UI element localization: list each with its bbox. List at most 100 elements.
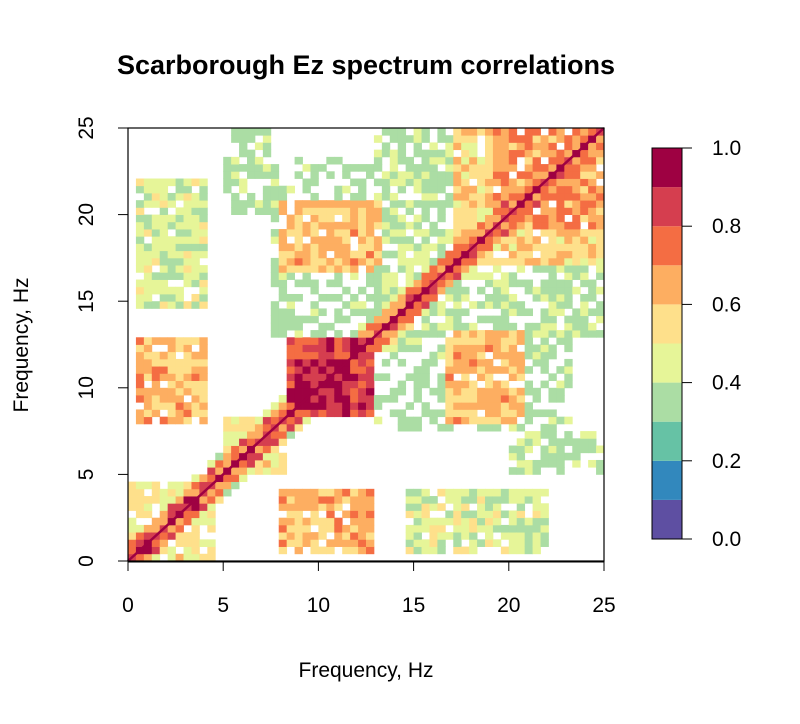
heatmap-cell [477, 128, 486, 136]
heatmap-cell [262, 149, 272, 158]
heatmap-cell [413, 532, 422, 540]
heatmap-cell [453, 192, 462, 201]
heatmap-cell [151, 286, 161, 295]
heatmap-cell [239, 423, 248, 432]
heatmap-cell [302, 250, 311, 259]
heatmap-cell [492, 171, 502, 179]
heatmap-cell [167, 416, 176, 425]
heatmap-cell [326, 395, 335, 403]
heatmap-cell [294, 496, 303, 504]
heatmap-cell [342, 496, 351, 504]
heatmap-cell [366, 293, 375, 302]
heatmap-cell [437, 156, 446, 165]
heatmap-cell [437, 423, 446, 432]
heatmap-cell [596, 265, 605, 273]
heatmap-cell [461, 517, 470, 526]
heatmap-cell [151, 373, 161, 381]
heatmap-cell [429, 532, 438, 540]
heatmap-cell [191, 488, 200, 497]
heatmap-cell [358, 366, 367, 374]
heatmap-cell [191, 192, 200, 201]
heatmap-cell [373, 265, 383, 273]
heatmap-cell [310, 250, 319, 259]
heatmap-cell [366, 395, 375, 403]
heatmap-cell [135, 293, 145, 302]
heatmap-cell [389, 135, 399, 143]
heatmap-cell [485, 315, 494, 324]
heatmap-cell [429, 351, 438, 360]
heatmap-cell [421, 301, 430, 309]
heatmap-cell [453, 337, 462, 345]
heatmap-cell [596, 272, 605, 280]
heatmap-cell [596, 192, 605, 201]
heatmap-cell [508, 373, 518, 381]
heatmap-cell [175, 380, 184, 389]
heatmap-cell [572, 272, 581, 280]
heatmap-cell [508, 257, 518, 266]
heatmap-cell [556, 387, 565, 396]
heatmap-cell [143, 366, 153, 374]
heatmap-cell [556, 337, 565, 345]
heatmap-cell [191, 229, 200, 237]
heatmap-cell [500, 164, 510, 172]
heatmap-cell [461, 192, 470, 201]
heatmap-cell [564, 236, 573, 244]
heatmap-cell [548, 135, 557, 143]
heatmap-cell [556, 221, 565, 230]
heatmap-cell [429, 229, 438, 237]
heatmap-cell [389, 409, 399, 418]
heatmap-cell [500, 142, 510, 151]
heatmap-cell [492, 402, 502, 410]
heatmap-cell [135, 416, 145, 425]
heatmap-cell [302, 539, 311, 547]
heatmap-cell [199, 265, 208, 273]
heatmap-cell [405, 171, 414, 179]
heatmap-cell [437, 380, 446, 389]
heatmap-cell [564, 293, 573, 302]
heatmap-cell [135, 380, 145, 389]
heatmap-cell [326, 293, 335, 302]
heatmap-cell [469, 496, 478, 504]
heatmap-cell [358, 207, 367, 215]
heatmap-cell [350, 308, 359, 317]
heatmap-cell [413, 380, 422, 389]
heatmap-cell [135, 503, 145, 511]
heatmap-cell [477, 503, 486, 511]
heatmap-cell [143, 214, 153, 223]
heatmap-cell [500, 200, 510, 208]
heatmap-cell [159, 279, 169, 288]
heatmap-cell [437, 135, 446, 143]
heatmap-cell [588, 192, 597, 201]
heatmap-cell [492, 214, 502, 223]
heatmap-cell [167, 221, 176, 230]
heatmap-cell [167, 553, 176, 562]
heatmap-cell [580, 250, 589, 259]
heatmap-cell [199, 373, 208, 381]
heatmap-cell [294, 250, 303, 259]
heatmap-cell [572, 135, 581, 143]
heatmap-cell [445, 496, 454, 504]
heatmap-cell [524, 546, 533, 555]
heatmap-cell [135, 351, 145, 360]
heatmap-cell [239, 416, 248, 425]
colorbar-tick-label: 0.0 [712, 528, 741, 551]
heatmap-cell [413, 229, 422, 237]
heatmap-cell [516, 445, 526, 454]
heatmap-cell [254, 128, 264, 136]
heatmap-cell [453, 517, 462, 526]
heatmap-cell [492, 286, 502, 295]
heatmap-cell [477, 207, 486, 215]
heatmap-cell [421, 243, 430, 252]
heatmap-cell [556, 214, 565, 223]
heatmap-cell [183, 265, 192, 273]
heatmap-cell [207, 474, 216, 483]
heatmap-cell [477, 351, 486, 360]
heatmap-cell [350, 546, 359, 555]
heatmap-cell [342, 395, 351, 403]
heatmap-cell [421, 214, 430, 223]
heatmap-cell [167, 265, 176, 273]
heatmap-cell [508, 517, 518, 526]
heatmap-cell [302, 416, 311, 425]
heatmap-cell [310, 315, 319, 324]
heatmap-cell [318, 250, 327, 259]
